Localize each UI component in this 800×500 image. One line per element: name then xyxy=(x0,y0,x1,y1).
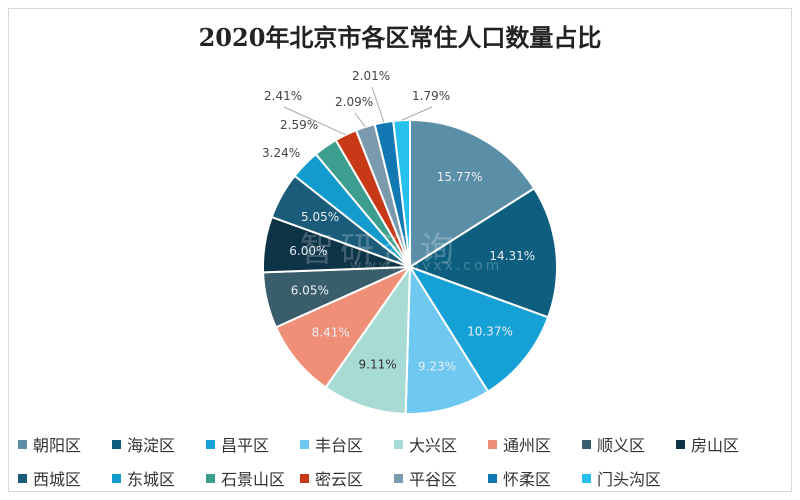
legend-swatch-14 xyxy=(488,473,497,483)
legend-swatch-7 xyxy=(582,439,591,449)
legend-item-2: 海淀区 xyxy=(112,432,206,456)
pie-slice-1 xyxy=(409,118,536,269)
legend-item-11: 石景山区 xyxy=(206,466,300,490)
legend-swatch-13 xyxy=(394,473,403,483)
legend-swatch-15 xyxy=(582,473,591,483)
legend-swatch-8 xyxy=(676,439,685,449)
legend-item-9: 西城区 xyxy=(18,466,112,490)
legend-label-2: 海淀区 xyxy=(127,436,176,455)
legend-item-5: 大兴区 xyxy=(394,432,488,456)
legend-item-8: 房山区 xyxy=(676,432,770,456)
legend-label-1: 朝阳区 xyxy=(33,436,82,455)
legend-item-13: 平谷区 xyxy=(394,466,488,490)
legend-swatch-4 xyxy=(300,439,309,449)
leader-line-13 xyxy=(354,112,366,128)
legend-item-7: 顺义区 xyxy=(582,432,676,456)
legend-label-13: 平谷区 xyxy=(409,470,458,489)
legend-item-14: 怀柔区 xyxy=(488,466,582,490)
legend-label-4: 丰台区 xyxy=(315,436,364,455)
pie-slice-15 xyxy=(392,118,411,268)
legend-label-12: 密云区 xyxy=(315,470,364,489)
leader-line-14 xyxy=(371,86,385,123)
pie-slice-4 xyxy=(404,263,490,415)
legend-swatch-12 xyxy=(300,473,309,483)
legend-label-3: 昌平区 xyxy=(221,436,270,455)
data-label-1: 15.77% xyxy=(437,170,483,184)
legend-item-15: 门头沟区 xyxy=(582,466,676,490)
data-label-3: 10.37% xyxy=(467,325,513,339)
legend-item-3: 昌平区 xyxy=(206,432,300,456)
legend-swatch-2 xyxy=(112,439,121,449)
legend-label-5: 大兴区 xyxy=(409,436,458,455)
data-label-6: 8.41% xyxy=(312,326,350,340)
data-label-13: 2.09% xyxy=(335,95,373,109)
leader-line-12 xyxy=(283,106,346,136)
legend-label-15: 门头沟区 xyxy=(597,470,662,489)
legend-swatch-9 xyxy=(18,473,27,483)
legend-item-12: 密云区 xyxy=(300,466,394,490)
pie-slice-2 xyxy=(407,187,558,319)
data-label-10: 3.24% xyxy=(262,146,300,160)
pie-slice-3 xyxy=(407,265,550,393)
leader-line-15 xyxy=(401,106,433,121)
legend-label-11: 石景山区 xyxy=(221,470,286,489)
data-label-4: 9.23% xyxy=(418,359,456,373)
pie-slice-5 xyxy=(324,263,412,415)
legend-item-6: 通州区 xyxy=(488,432,582,456)
legend-label-8: 房山区 xyxy=(691,436,740,455)
data-label-2: 14.31% xyxy=(489,249,535,263)
legend-swatch-11 xyxy=(206,473,215,483)
data-label-5: 9.11% xyxy=(359,358,397,372)
data-label-7: 6.05% xyxy=(291,283,329,297)
legend-swatch-3 xyxy=(206,439,215,449)
legend-label-7: 顺义区 xyxy=(597,436,646,455)
legend-label-6: 通州区 xyxy=(503,436,552,455)
data-label-9: 5.05% xyxy=(301,210,339,224)
legend-item-4: 丰台区 xyxy=(300,432,394,456)
legend-swatch-5 xyxy=(394,439,403,449)
legend-label-9: 西城区 xyxy=(33,470,82,489)
data-label-8: 6.00% xyxy=(289,244,327,258)
legend-label-14: 怀柔区 xyxy=(503,470,552,489)
legend-label-10: 东城区 xyxy=(127,470,176,489)
legend-item-10: 东城区 xyxy=(112,466,206,490)
data-label-12: 2.41% xyxy=(264,89,302,103)
chart-title: 2020年北京市各区常住人口数量占比 xyxy=(198,23,602,52)
legend-swatch-1 xyxy=(18,439,27,449)
legend-item-1: 朝阳区 xyxy=(18,432,112,456)
data-label-14: 2.01% xyxy=(352,69,390,83)
legend-swatch-6 xyxy=(488,439,497,449)
chart-legend: 朝阳区 海淀区 昌平区 丰台区 大兴区 通州区 顺义区 房山区西城区 东城区 石景山区 密云区 平谷区… xyxy=(18,432,788,490)
legend-swatch-10 xyxy=(112,473,121,483)
data-label-15: 1.79% xyxy=(412,89,450,103)
data-label-11: 2.59% xyxy=(280,118,318,132)
